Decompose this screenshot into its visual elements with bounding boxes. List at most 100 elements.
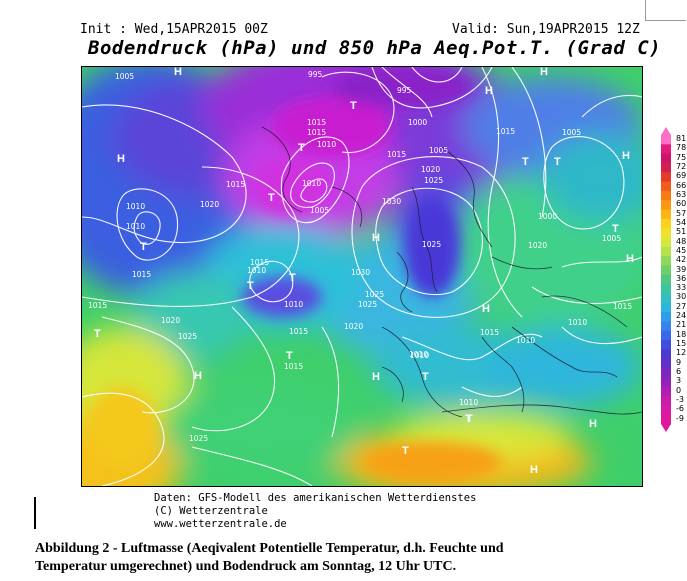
colorbar-label: 9 — [676, 357, 682, 367]
isobar-label: 1010 — [568, 318, 587, 327]
low-pressure-center: T — [350, 100, 357, 112]
coastline — [396, 251, 413, 313]
isobar-label: 1015 — [496, 127, 515, 136]
coastline — [441, 146, 493, 248]
isobar-label: 1020 — [161, 316, 180, 325]
caption-line-1: Abbildung 2 - Luftmasse (Aeqivalent Pote… — [35, 541, 504, 556]
coastline — [381, 366, 404, 403]
low-pressure-center: T — [247, 280, 254, 292]
colorbar-label: 78 — [676, 143, 687, 153]
colorbar-swatch — [661, 237, 671, 248]
colorbar-swatch — [661, 330, 671, 341]
colorbar-label: 27 — [676, 301, 687, 311]
isobar-line — [101, 316, 195, 414]
colorbar-label: -6 — [676, 404, 684, 414]
high-pressure-center: H — [174, 67, 182, 78]
low-pressure-center: T — [286, 350, 293, 362]
data-credits: Daten: GFS-Modell des amerikanischen Wet… — [154, 492, 476, 531]
coastline — [491, 256, 553, 270]
colorbar-swatch — [661, 265, 671, 276]
colorbar-label: 57 — [676, 208, 687, 218]
colorbar-swatch — [661, 135, 671, 145]
isobar-line — [82, 166, 300, 307]
isobar-label: 1015 — [480, 328, 499, 337]
coastline — [261, 126, 303, 213]
isobar-label: 1015 — [307, 118, 326, 127]
colorbar-label: 60 — [676, 199, 687, 209]
isobar-line — [481, 67, 523, 318]
colorbar-swatch — [661, 312, 671, 322]
colorbar-label: 72 — [676, 161, 687, 171]
isobar-label: 1000 — [408, 118, 427, 127]
high-pressure-center: H — [482, 303, 490, 315]
isobar-label: 1025 — [178, 332, 197, 341]
isobar-line — [531, 286, 642, 305]
isobar-label: 1020 — [344, 322, 363, 331]
colorbar-label: 63 — [676, 189, 687, 199]
high-pressure-center: H — [540, 67, 548, 78]
isobar-label: 1010 — [459, 398, 478, 407]
isobar-label: 1025 — [424, 176, 443, 185]
isobar-label: 1020 — [200, 200, 219, 209]
low-pressure-center: T — [94, 328, 101, 340]
colorbar-swatch — [661, 153, 671, 164]
isobar-label: 1015 — [284, 362, 303, 371]
coastline — [411, 186, 438, 293]
isobar-label: 1015 — [132, 270, 151, 279]
isobar-line — [321, 326, 340, 438]
colorbar-swatch — [661, 274, 671, 285]
low-pressure-center: T — [522, 156, 529, 168]
colorbar-swatch — [661, 349, 671, 360]
isobar-label: 1015 — [226, 180, 245, 189]
isobar-line — [371, 67, 493, 109]
credit-source: Daten: GFS-Modell des amerikanischen Wet… — [154, 492, 477, 504]
colorbar-swatch — [661, 228, 671, 238]
low-pressure-center: T — [298, 142, 305, 154]
coastline — [511, 326, 618, 378]
low-pressure-center: T — [402, 445, 409, 457]
isobar-label: 995 — [397, 86, 412, 95]
colorbar-swatch — [661, 200, 671, 210]
colorbar-swatch — [661, 414, 671, 425]
colorbar-label: 45 — [676, 245, 687, 255]
colorbar-swatch — [661, 144, 671, 155]
isobar-line — [561, 256, 642, 268]
isobar-line — [411, 67, 463, 83]
colorbar-swatch — [661, 162, 671, 173]
isobar-label: 1010 — [410, 351, 429, 360]
colorbar-label: 81 — [676, 134, 687, 143]
high-pressure-center: H — [622, 150, 630, 162]
coastline — [481, 336, 525, 413]
colorbar-arrow-top — [661, 127, 671, 135]
isobar-label: 1015 — [307, 128, 326, 137]
colorbar-swatch — [661, 172, 671, 183]
colorbar-label: 24 — [676, 311, 687, 321]
top-right-rule — [645, 0, 686, 21]
colorbar-label: -9 — [676, 413, 684, 423]
colorbar-label: 33 — [676, 283, 687, 293]
isobar-label: 1010 — [302, 179, 321, 188]
colorbar-label: 12 — [676, 348, 687, 358]
isobar-line — [191, 446, 313, 486]
colorbar-label: 69 — [676, 171, 687, 181]
isobar-line — [82, 104, 247, 244]
init-time: Init : Wed,15APR2015 00Z — [80, 22, 268, 37]
colorbar-label: 18 — [676, 329, 687, 339]
isobar-line — [561, 326, 642, 345]
high-pressure-center: H — [626, 253, 634, 265]
colorbar-swatch — [661, 190, 671, 201]
isobar-label: 1015 — [387, 150, 406, 159]
colorbar-swatch — [661, 386, 671, 397]
isobar-label: 1010 — [516, 336, 535, 345]
isobar-line — [351, 156, 516, 318]
isobar-label: 1025 — [189, 434, 208, 443]
colorbar-label: 15 — [676, 339, 687, 349]
figure-caption: Abbildung 2 - Luftmasse (Aeqivalent Pote… — [35, 540, 665, 576]
high-pressure-center: H — [117, 153, 125, 165]
isobar-label: 1025 — [358, 300, 377, 309]
coastline — [381, 326, 463, 418]
colorbar-swatch — [661, 246, 671, 257]
caption-line-2: Temperatur umgerechnet) und Bodendruck a… — [35, 559, 457, 574]
colorbar-swatch — [661, 209, 671, 220]
colorbar-swatch — [661, 256, 671, 266]
